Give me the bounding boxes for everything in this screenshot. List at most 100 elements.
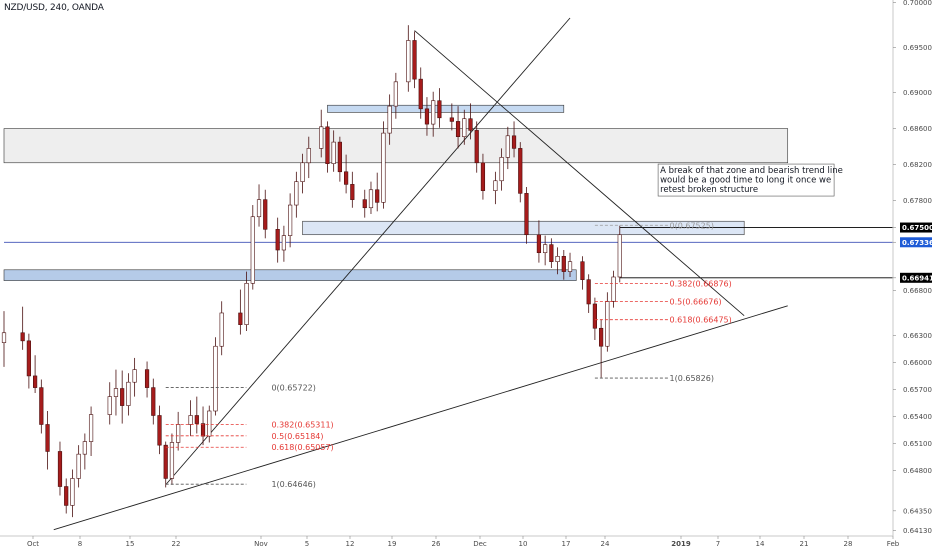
candle [350, 184, 355, 200]
candle [306, 148, 311, 164]
y-tick-label: 0.69000 [903, 89, 932, 97]
fib-level-label: 0.618(0.66475) [670, 316, 732, 325]
price-tag [900, 237, 932, 248]
candle [26, 340, 31, 377]
x-tick-label: 26 [432, 540, 441, 548]
fib-layer: 0(0.65722) 0.382(0.65311) 0.5(0.65184) 0.61… [165, 221, 732, 489]
x-tick-label: Dec [473, 540, 487, 548]
x-tick-label: 5 [305, 540, 309, 548]
y-tick-label: 0.64350 [903, 507, 932, 515]
candle [1, 332, 7, 343]
candle [151, 387, 156, 416]
candle [169, 442, 175, 479]
candle [431, 100, 436, 125]
annotation-line: A break of that zone and bearish trend l… [660, 166, 843, 176]
candle [200, 423, 206, 437]
zone-resistance [3, 128, 789, 164]
candle [244, 282, 249, 325]
candle [337, 141, 342, 173]
candle [586, 279, 591, 305]
candle [524, 193, 529, 236]
candle [39, 387, 44, 425]
price-tag-label: 0.67336 [902, 239, 932, 247]
candle [599, 327, 604, 347]
annotation-line: retest broken structure [660, 185, 758, 195]
fib-level-label: 0(0.65722) [271, 383, 315, 392]
candle [611, 276, 616, 302]
price-tag [900, 222, 932, 233]
candle [449, 117, 454, 122]
candle [113, 388, 119, 397]
candle [543, 244, 548, 254]
candle [213, 345, 218, 412]
candle [536, 234, 542, 254]
candle [462, 118, 467, 137]
zone-support [3, 269, 577, 281]
candle [64, 486, 69, 506]
y-tick-label: 0.69500 [903, 44, 932, 52]
x-tick-label: 7 [716, 540, 720, 548]
fib-level-label: 0.382(0.66876) [670, 280, 732, 289]
y-tick-label: 0.64800 [903, 467, 932, 475]
candle [238, 312, 243, 325]
y-tick-label: 0.68600 [903, 125, 932, 133]
candle [580, 261, 585, 280]
candle [82, 441, 87, 455]
trend-line [53, 305, 788, 531]
x-tick-label: 8 [78, 540, 82, 548]
candle [362, 199, 367, 209]
horizontal-lines-layer [4, 227, 893, 279]
candle [300, 162, 305, 182]
candle [567, 261, 573, 272]
candle [20, 332, 25, 342]
candle [424, 108, 430, 125]
fib-level-label: 1(0.65826) [670, 374, 714, 383]
candle [455, 121, 461, 137]
candle [617, 234, 622, 278]
candle [505, 135, 510, 158]
y-tick-label: 0.65100 [903, 440, 932, 448]
candle [592, 303, 597, 329]
y-tick-label: 0.66800 [903, 287, 932, 295]
candle [188, 415, 193, 425]
candle [549, 244, 554, 263]
candle [144, 369, 150, 388]
candle [468, 118, 473, 131]
candle [418, 78, 423, 110]
x-tick-label: 28 [844, 540, 853, 548]
price-tag-label: 0.67500 [902, 224, 932, 232]
candle [555, 256, 560, 263]
candle [393, 81, 398, 107]
price-tag-label: 0.66941 [902, 274, 932, 282]
candle [126, 381, 131, 406]
candle [120, 388, 125, 406]
candle [493, 180, 498, 191]
x-tick-label: Feb [887, 540, 900, 548]
trend-lines-layer [53, 17, 788, 531]
fib-level-label: 1(0.64646) [271, 480, 315, 489]
candle [518, 148, 523, 194]
x-tick-label: 17 [562, 540, 571, 548]
candle [331, 141, 336, 164]
candle [256, 199, 262, 218]
candle [250, 216, 255, 284]
y-tick-label: 0.64130 [903, 527, 932, 535]
candles-layer [1, 25, 622, 518]
candle [275, 229, 280, 251]
annotation-box [657, 163, 835, 197]
y-tick-label: 0.67800 [903, 197, 932, 205]
candle [76, 453, 81, 479]
symbol-title: NZD/USD, 240, OANDA [4, 3, 104, 13]
candle [437, 100, 442, 119]
candle [288, 204, 293, 236]
x-tick-label: 24 [601, 540, 610, 548]
candle [325, 126, 330, 164]
trend-line [165, 17, 571, 486]
x-tick-label: 14 [756, 540, 765, 548]
fib-level-label: 0.5(0.66676) [670, 298, 722, 307]
x-tick-label: 19 [388, 540, 397, 548]
candle [263, 199, 268, 230]
